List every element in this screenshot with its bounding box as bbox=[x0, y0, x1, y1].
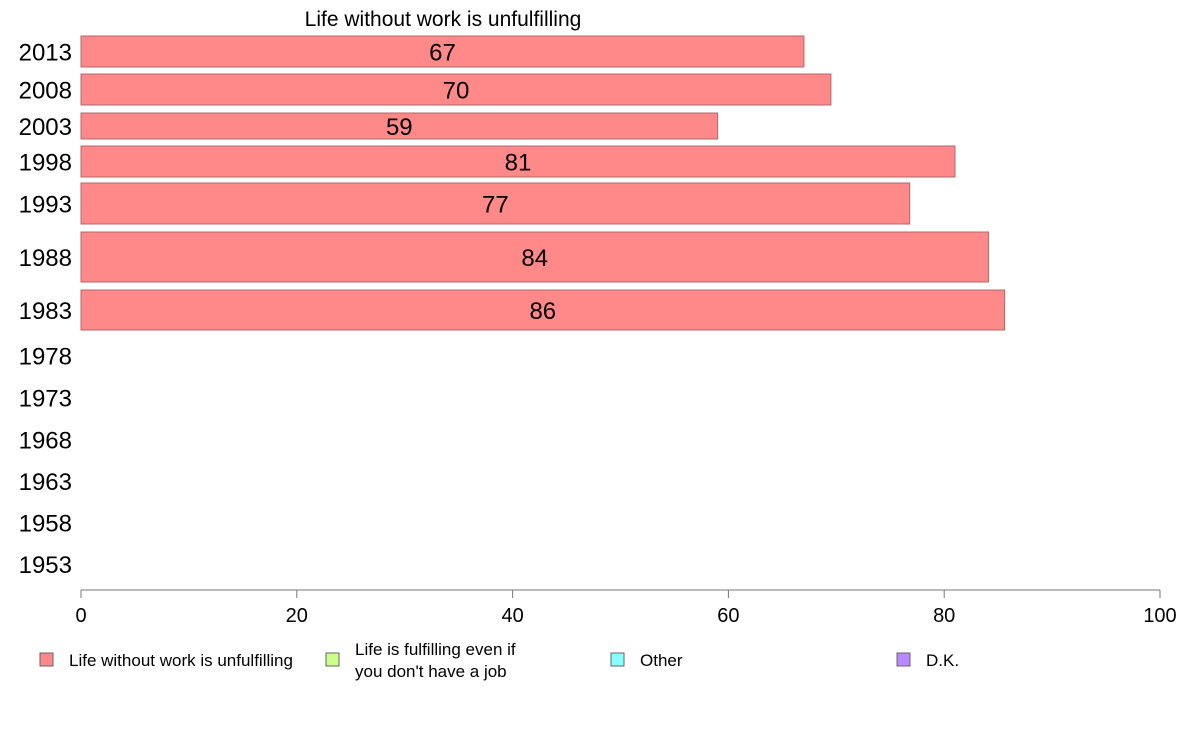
legend-swatch bbox=[610, 652, 625, 667]
y-tick-label: 2008 bbox=[19, 78, 72, 105]
bar-value-label: 70 bbox=[443, 78, 470, 105]
x-tick-label: 0 bbox=[75, 605, 86, 627]
legend-swatch bbox=[896, 652, 911, 667]
legend-label: D.K. bbox=[926, 651, 959, 670]
x-axis: 0 20 40 60 80 100 bbox=[75, 589, 1177, 627]
bar-value-label: 59 bbox=[386, 114, 413, 141]
y-tick-label: 1968 bbox=[19, 428, 72, 455]
x-tick-label: 80 bbox=[933, 605, 955, 627]
legend-swatch bbox=[39, 652, 54, 667]
bar bbox=[80, 289, 1006, 331]
y-tick-label: 2013 bbox=[19, 40, 72, 67]
y-tick-label: 1958 bbox=[19, 511, 72, 538]
y-tick-label: 1978 bbox=[19, 344, 72, 371]
bar-value-label: 84 bbox=[521, 245, 548, 272]
y-tick-label: 1988 bbox=[19, 245, 72, 272]
x-tick-label: 100 bbox=[1143, 605, 1176, 627]
bar-value-label: 86 bbox=[529, 298, 556, 325]
chart-title: Life without work is unfulfilling bbox=[305, 8, 582, 31]
legend-label: Other bbox=[640, 651, 683, 670]
y-tick-label: 1973 bbox=[19, 386, 72, 413]
y-tick-label: 1998 bbox=[19, 150, 72, 177]
bar-value-label: 81 bbox=[505, 150, 532, 177]
legend-label: Life is fulfilling even if bbox=[355, 640, 516, 659]
bar bbox=[80, 73, 832, 106]
y-tick-label: 2003 bbox=[19, 114, 72, 141]
y-tick-label: 1953 bbox=[19, 552, 72, 579]
bar bbox=[80, 35, 805, 68]
y-tick-labels: 2013 2008 2003 1998 1993 1988 1983 1978 1973 1968… bbox=[19, 40, 72, 580]
bar bbox=[80, 145, 956, 178]
bar bbox=[80, 182, 911, 225]
y-tick-label: 1983 bbox=[19, 298, 72, 325]
bar-value-label: 67 bbox=[429, 40, 456, 67]
bar-value-label: 77 bbox=[482, 192, 509, 219]
legend-label: you don't have a job bbox=[355, 662, 507, 681]
bar bbox=[80, 112, 719, 140]
y-tick-label: 1963 bbox=[19, 469, 72, 496]
legend-label: Life without work is unfulfilling bbox=[69, 651, 293, 670]
x-tick-label: 60 bbox=[717, 605, 739, 627]
bars-group: 67 70 59 81 77 84 86 bbox=[80, 35, 1006, 331]
x-tick-label: 20 bbox=[286, 605, 308, 627]
bar bbox=[80, 231, 989, 283]
legend: Life without work is unfulfilling Life is… bbox=[39, 640, 959, 681]
y-tick-label: 1993 bbox=[19, 192, 72, 219]
legend-swatch bbox=[325, 652, 340, 667]
x-tick-label: 40 bbox=[501, 605, 523, 627]
